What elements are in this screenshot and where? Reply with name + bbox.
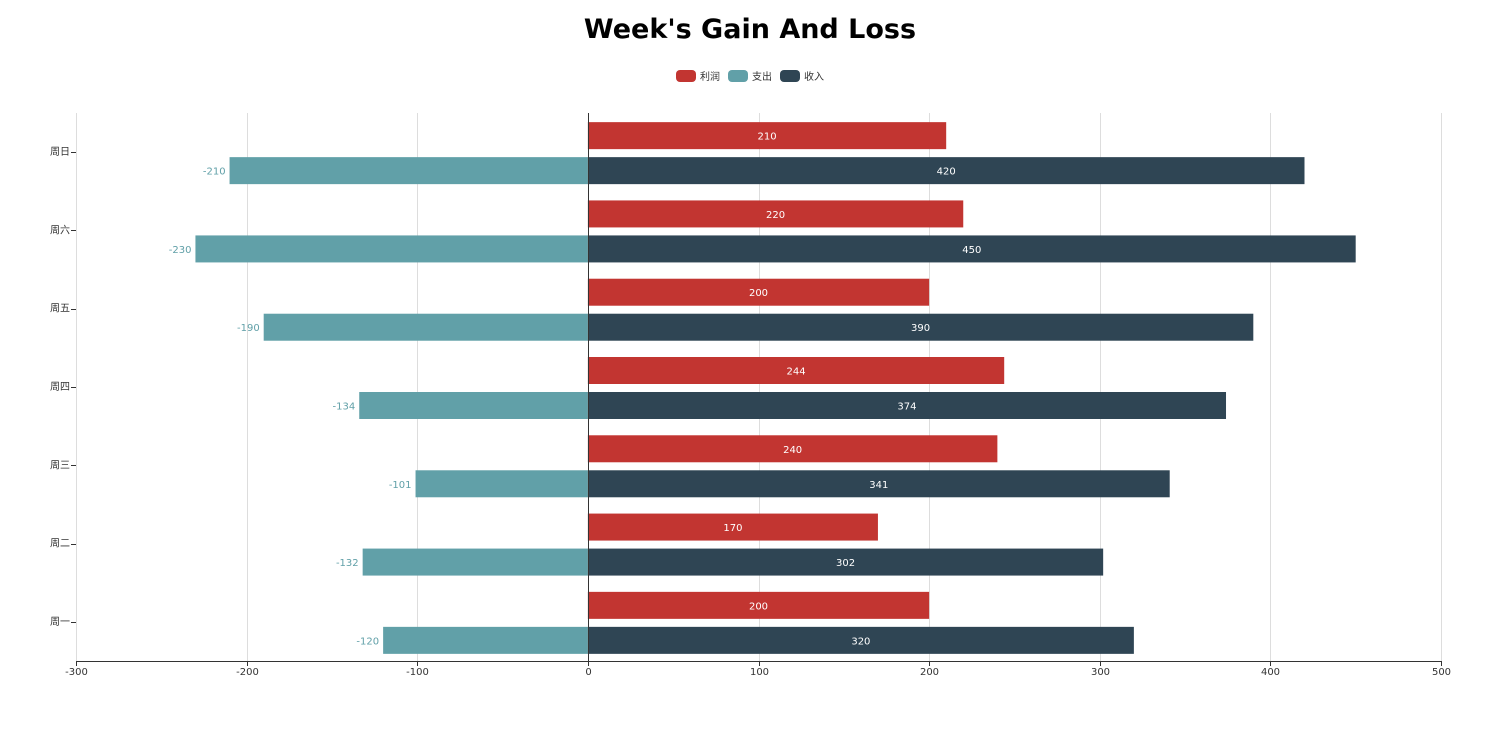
- bar-income: [587, 626, 1134, 654]
- data-label-income: 320: [851, 636, 870, 647]
- y-category-label: 周六: [50, 224, 70, 236]
- bar-income: [587, 157, 1305, 185]
- data-label-income: 450: [962, 245, 981, 256]
- data-label-expense: -101: [389, 480, 412, 491]
- legend-item-profit[interactable]: 利润: [676, 68, 720, 83]
- x-tick-label: -200: [236, 667, 259, 678]
- bar-profit: [587, 278, 930, 306]
- y-category-label: 周日: [50, 146, 70, 158]
- data-label-profit: 170: [723, 523, 742, 534]
- x-tick-label: 500: [1432, 667, 1451, 678]
- bar-expense: [415, 470, 588, 498]
- chart-title: Week's Gain And Loss: [583, 14, 917, 45]
- bar-income: [587, 470, 1170, 498]
- data-label-profit: 200: [749, 601, 768, 612]
- data-label-income: 341: [869, 480, 888, 491]
- data-label-income: 302: [836, 558, 855, 569]
- data-label-expense: -210: [203, 167, 226, 178]
- legend-swatch-profit: [676, 69, 696, 82]
- x-tick-label: -300: [65, 667, 88, 678]
- y-category-label: 周三: [50, 459, 70, 471]
- bar-income: [587, 548, 1104, 576]
- bar-expense: [263, 313, 588, 341]
- legend-label-income: 收入: [804, 72, 824, 83]
- data-label-expense: -132: [336, 558, 359, 569]
- x-tick-label: 100: [750, 667, 769, 678]
- bar-expense: [362, 548, 588, 576]
- bar-income: [587, 235, 1356, 263]
- data-label-profit: 220: [766, 210, 785, 221]
- legend: 利润 支出 收入: [0, 68, 1500, 83]
- y-category-label: 周五: [50, 303, 70, 315]
- bar-expense: [383, 626, 588, 654]
- bar-expense: [359, 392, 588, 419]
- legend-swatch-income: [780, 69, 800, 82]
- data-label-income: 390: [911, 323, 930, 334]
- x-tick-label: 0: [585, 667, 591, 678]
- legend-swatch-expense: [728, 69, 748, 82]
- bar-expense: [195, 235, 588, 263]
- data-label-expense: -120: [356, 636, 379, 647]
- bar-profit: [587, 513, 878, 541]
- legend-item-income[interactable]: 收入: [780, 68, 824, 83]
- bar-profit: [587, 357, 1005, 384]
- legend-label-expense: 支出: [752, 72, 772, 83]
- data-label-expense: -230: [169, 245, 192, 256]
- bar-profit: [587, 591, 930, 619]
- data-label-income: 420: [937, 167, 956, 178]
- x-tick-label: 300: [1091, 667, 1110, 678]
- bar-profit: [587, 200, 964, 228]
- data-label-profit: 200: [749, 288, 768, 299]
- y-category-label: 周四: [50, 381, 70, 393]
- data-label-income: 374: [897, 402, 916, 413]
- y-category-label: 周一: [50, 616, 70, 628]
- x-tick-label: 400: [1261, 667, 1280, 678]
- data-label-expense: -134: [333, 402, 356, 413]
- data-label-profit: 240: [783, 445, 802, 456]
- legend-item-expense[interactable]: 支出: [728, 68, 772, 83]
- y-category-label: 周二: [50, 538, 70, 550]
- bar-income: [587, 392, 1227, 419]
- data-label-profit: 244: [786, 367, 805, 378]
- x-tick-label: -100: [406, 667, 429, 678]
- bar-profit: [587, 122, 947, 150]
- data-label-profit: 210: [757, 132, 776, 143]
- legend-label-profit: 利润: [700, 72, 720, 83]
- x-tick-label: 200: [920, 667, 939, 678]
- data-label-expense: -190: [237, 323, 260, 334]
- bar-expense: [229, 157, 588, 185]
- bar-profit: [587, 435, 998, 463]
- bar-income: [587, 313, 1254, 341]
